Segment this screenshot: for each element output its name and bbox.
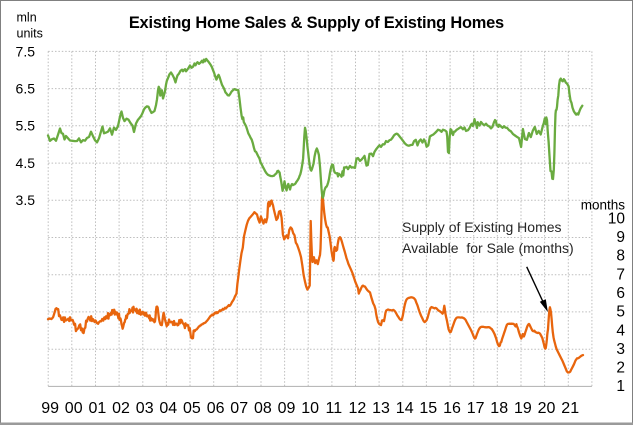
- svg-text:7: 7: [616, 266, 625, 283]
- svg-text:Available for Sale (months): Available for Sale (months): [402, 240, 574, 256]
- svg-text:4.5: 4.5: [16, 155, 36, 171]
- svg-text:9: 9: [616, 229, 625, 246]
- svg-text:13: 13: [372, 400, 390, 417]
- svg-text:20: 20: [538, 400, 556, 417]
- svg-text:14: 14: [396, 400, 414, 417]
- svg-text:months: months: [581, 198, 626, 213]
- svg-text:10: 10: [608, 210, 626, 227]
- svg-text:03: 03: [136, 400, 154, 417]
- svg-text:4: 4: [616, 322, 625, 339]
- svg-text:12: 12: [349, 400, 367, 417]
- svg-text:Supply of Existing Homes: Supply of Existing Homes: [402, 219, 562, 235]
- svg-text:99: 99: [41, 400, 59, 417]
- svg-text:01: 01: [89, 400, 107, 417]
- svg-text:10: 10: [301, 400, 319, 417]
- svg-text:5.5: 5.5: [16, 118, 36, 134]
- svg-text:04: 04: [159, 400, 177, 417]
- svg-text:19: 19: [514, 400, 532, 417]
- svg-text:5: 5: [616, 304, 625, 321]
- svg-text:Existing Home Sales & Supply o: Existing Home Sales & Supply of Existing…: [129, 14, 504, 32]
- svg-text:3.5: 3.5: [16, 192, 36, 208]
- svg-text:3: 3: [616, 341, 625, 358]
- svg-text:18: 18: [490, 400, 508, 417]
- svg-text:15: 15: [419, 400, 437, 417]
- svg-text:08: 08: [254, 400, 272, 417]
- svg-text:mln: mln: [17, 10, 37, 24]
- svg-text:09: 09: [278, 400, 296, 417]
- svg-text:02: 02: [112, 400, 130, 417]
- svg-text:07: 07: [230, 400, 248, 417]
- svg-text:06: 06: [207, 400, 225, 417]
- svg-text:00: 00: [65, 400, 83, 417]
- svg-text:7.5: 7.5: [16, 43, 36, 59]
- svg-text:21: 21: [561, 400, 579, 417]
- svg-text:units: units: [17, 26, 43, 40]
- svg-text:2: 2: [616, 360, 625, 377]
- svg-text:16: 16: [443, 400, 461, 417]
- svg-text:8: 8: [616, 248, 625, 265]
- svg-text:17: 17: [467, 400, 485, 417]
- svg-text:6: 6: [616, 285, 625, 302]
- svg-text:6.5: 6.5: [16, 81, 36, 97]
- svg-text:1: 1: [616, 378, 625, 395]
- svg-text:05: 05: [183, 400, 201, 417]
- svg-text:11: 11: [325, 400, 342, 417]
